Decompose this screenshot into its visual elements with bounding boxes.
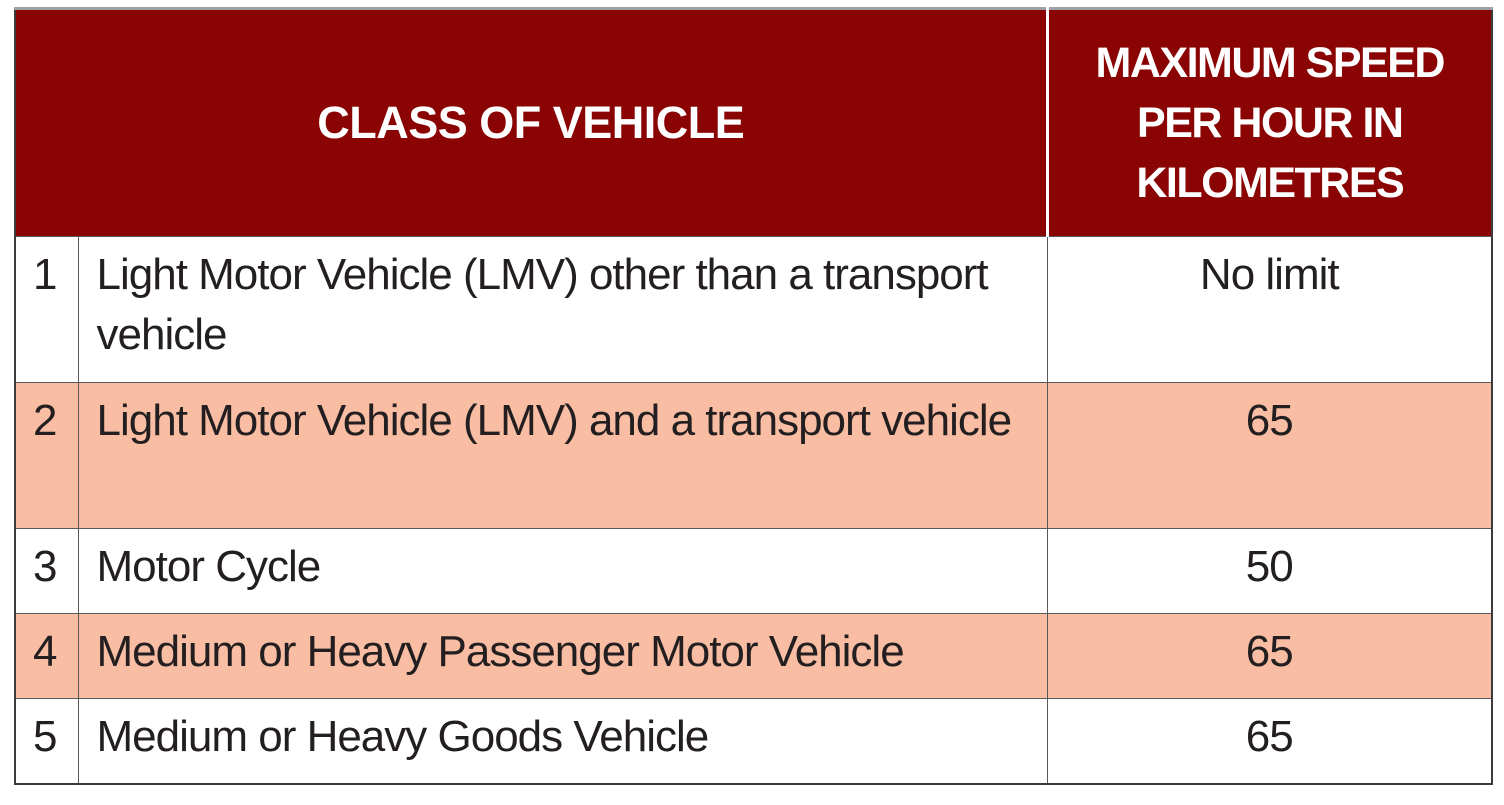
vehicle-class-cell: Motor Cycle xyxy=(77,528,1048,614)
table-row: 1 Light Motor Vehicle (LMV) other than a… xyxy=(14,236,1493,383)
speed-limit-table: CLASS OF VEHICLE MAXIMUM SPEED PER HOUR … xyxy=(14,7,1494,785)
row-number: 3 xyxy=(14,528,79,614)
table-row: 2 Light Motor Vehicle (LMV) and a transp… xyxy=(14,382,1493,529)
speed-cell: 50 xyxy=(1046,528,1493,614)
speed-cell: 65 xyxy=(1046,698,1493,784)
row-number: 2 xyxy=(14,382,79,529)
table-row: 3 Motor Cycle 50 xyxy=(14,528,1493,614)
vehicle-class-cell: Medium or Heavy Goods Vehicle xyxy=(77,698,1048,784)
row-number: 5 xyxy=(14,698,79,784)
header-row: CLASS OF VEHICLE MAXIMUM SPEED PER HOUR … xyxy=(14,8,1493,237)
row-number: 1 xyxy=(14,236,79,383)
table-row: 5 Medium or Heavy Goods Vehicle 65 xyxy=(14,698,1493,784)
speed-cell: 65 xyxy=(1046,382,1493,529)
vehicle-class-cell: Medium or Heavy Passenger Motor Vehicle xyxy=(77,613,1048,699)
table-row: 4 Medium or Heavy Passenger Motor Vehicl… xyxy=(14,613,1493,699)
row-number: 4 xyxy=(14,613,79,699)
class-of-vehicle-header: CLASS OF VEHICLE xyxy=(14,8,1048,237)
vehicle-class-cell: Light Motor Vehicle (LMV) and a transpor… xyxy=(77,382,1048,529)
speed-cell: 65 xyxy=(1046,613,1493,699)
vehicle-class-cell: Light Motor Vehicle (LMV) other than a t… xyxy=(77,236,1048,383)
speed-cell: No limit xyxy=(1046,236,1493,383)
max-speed-header: MAXIMUM SPEED PER HOUR IN KILOMETRES xyxy=(1045,8,1493,237)
